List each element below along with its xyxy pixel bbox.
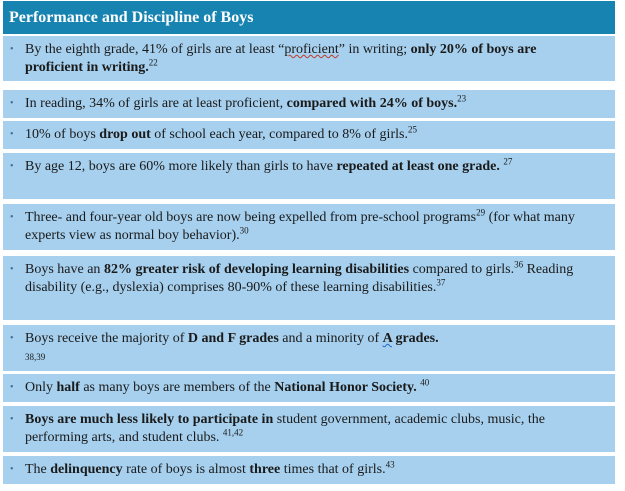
list-item: • 10% of boys drop out of school each ye… (3, 121, 615, 149)
list-item: • Boys receive the majority of D and F g… (3, 325, 615, 371)
list-item: • By age 12, boys are 60% more likely th… (3, 153, 615, 199)
list-item: • In reading, 34% of girls are at least … (3, 90, 615, 118)
bullet-icon: • (10, 212, 14, 223)
table-header: Performance and Discipline of Boys (3, 1, 615, 34)
list-item: • By the eighth grade, 41% of girls are … (3, 36, 615, 81)
bullet-icon: • (10, 98, 14, 109)
bullet-icon: • (10, 264, 14, 275)
list-item: • Only half as many boys are members of … (3, 374, 615, 402)
boys-performance-table: Performance and Discipline of Boys • By … (3, 1, 615, 488)
bullet-icon: • (10, 333, 14, 344)
list-item: • Boys have an 82% greater risk of devel… (3, 256, 615, 320)
list-item: • Boys are much less likely to participa… (3, 406, 615, 452)
bullet-icon: • (10, 161, 14, 172)
bullet-icon: • (10, 44, 14, 55)
list-item: • Three- and four-year old boys are now … (3, 204, 615, 250)
table-title: Performance and Discipline of Boys (9, 9, 254, 26)
list-item: • The delinquency rate of boys is almost… (3, 456, 615, 484)
bullet-icon: • (10, 129, 14, 140)
bullet-icon: • (10, 414, 14, 425)
bullet-icon: • (10, 382, 14, 393)
bullet-icon: • (10, 464, 14, 475)
